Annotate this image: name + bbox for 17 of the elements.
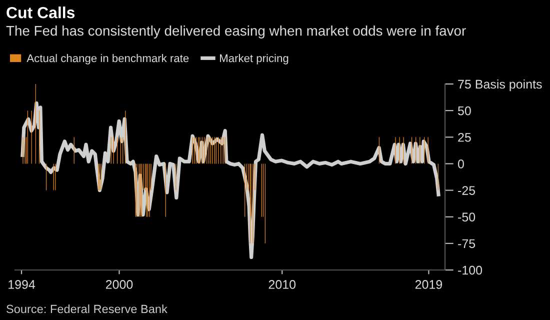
y-tick-label: -75 [458,239,476,248]
x-tick-label: 1994 [8,280,36,289]
y-tick-label: 75 Basis points [458,79,542,92]
x-tick-label: 2019 [415,280,442,289]
source-note: Source: Federal Reserve Bank [6,304,168,314]
legend-label: Market pricing [220,54,288,64]
y-tick-label: -100 [458,266,482,275]
y-tick-label: 50 [458,106,471,116]
chart-title: Cut Calls [6,6,75,18]
y-tick-label: -25 [458,186,476,195]
y-tick-label: -50 [458,212,476,222]
chart-subtitle: The Fed has consistently delivered easing when market odds were in favor [6,26,466,38]
y-tick-label: 25 [458,132,471,142]
y-tick-label: 0 [458,160,464,168]
x-tick-label: 2000 [106,280,133,289]
legend-label: Actual change in benchmark rate [26,54,189,64]
x-tick-label: 2010 [268,280,296,289]
